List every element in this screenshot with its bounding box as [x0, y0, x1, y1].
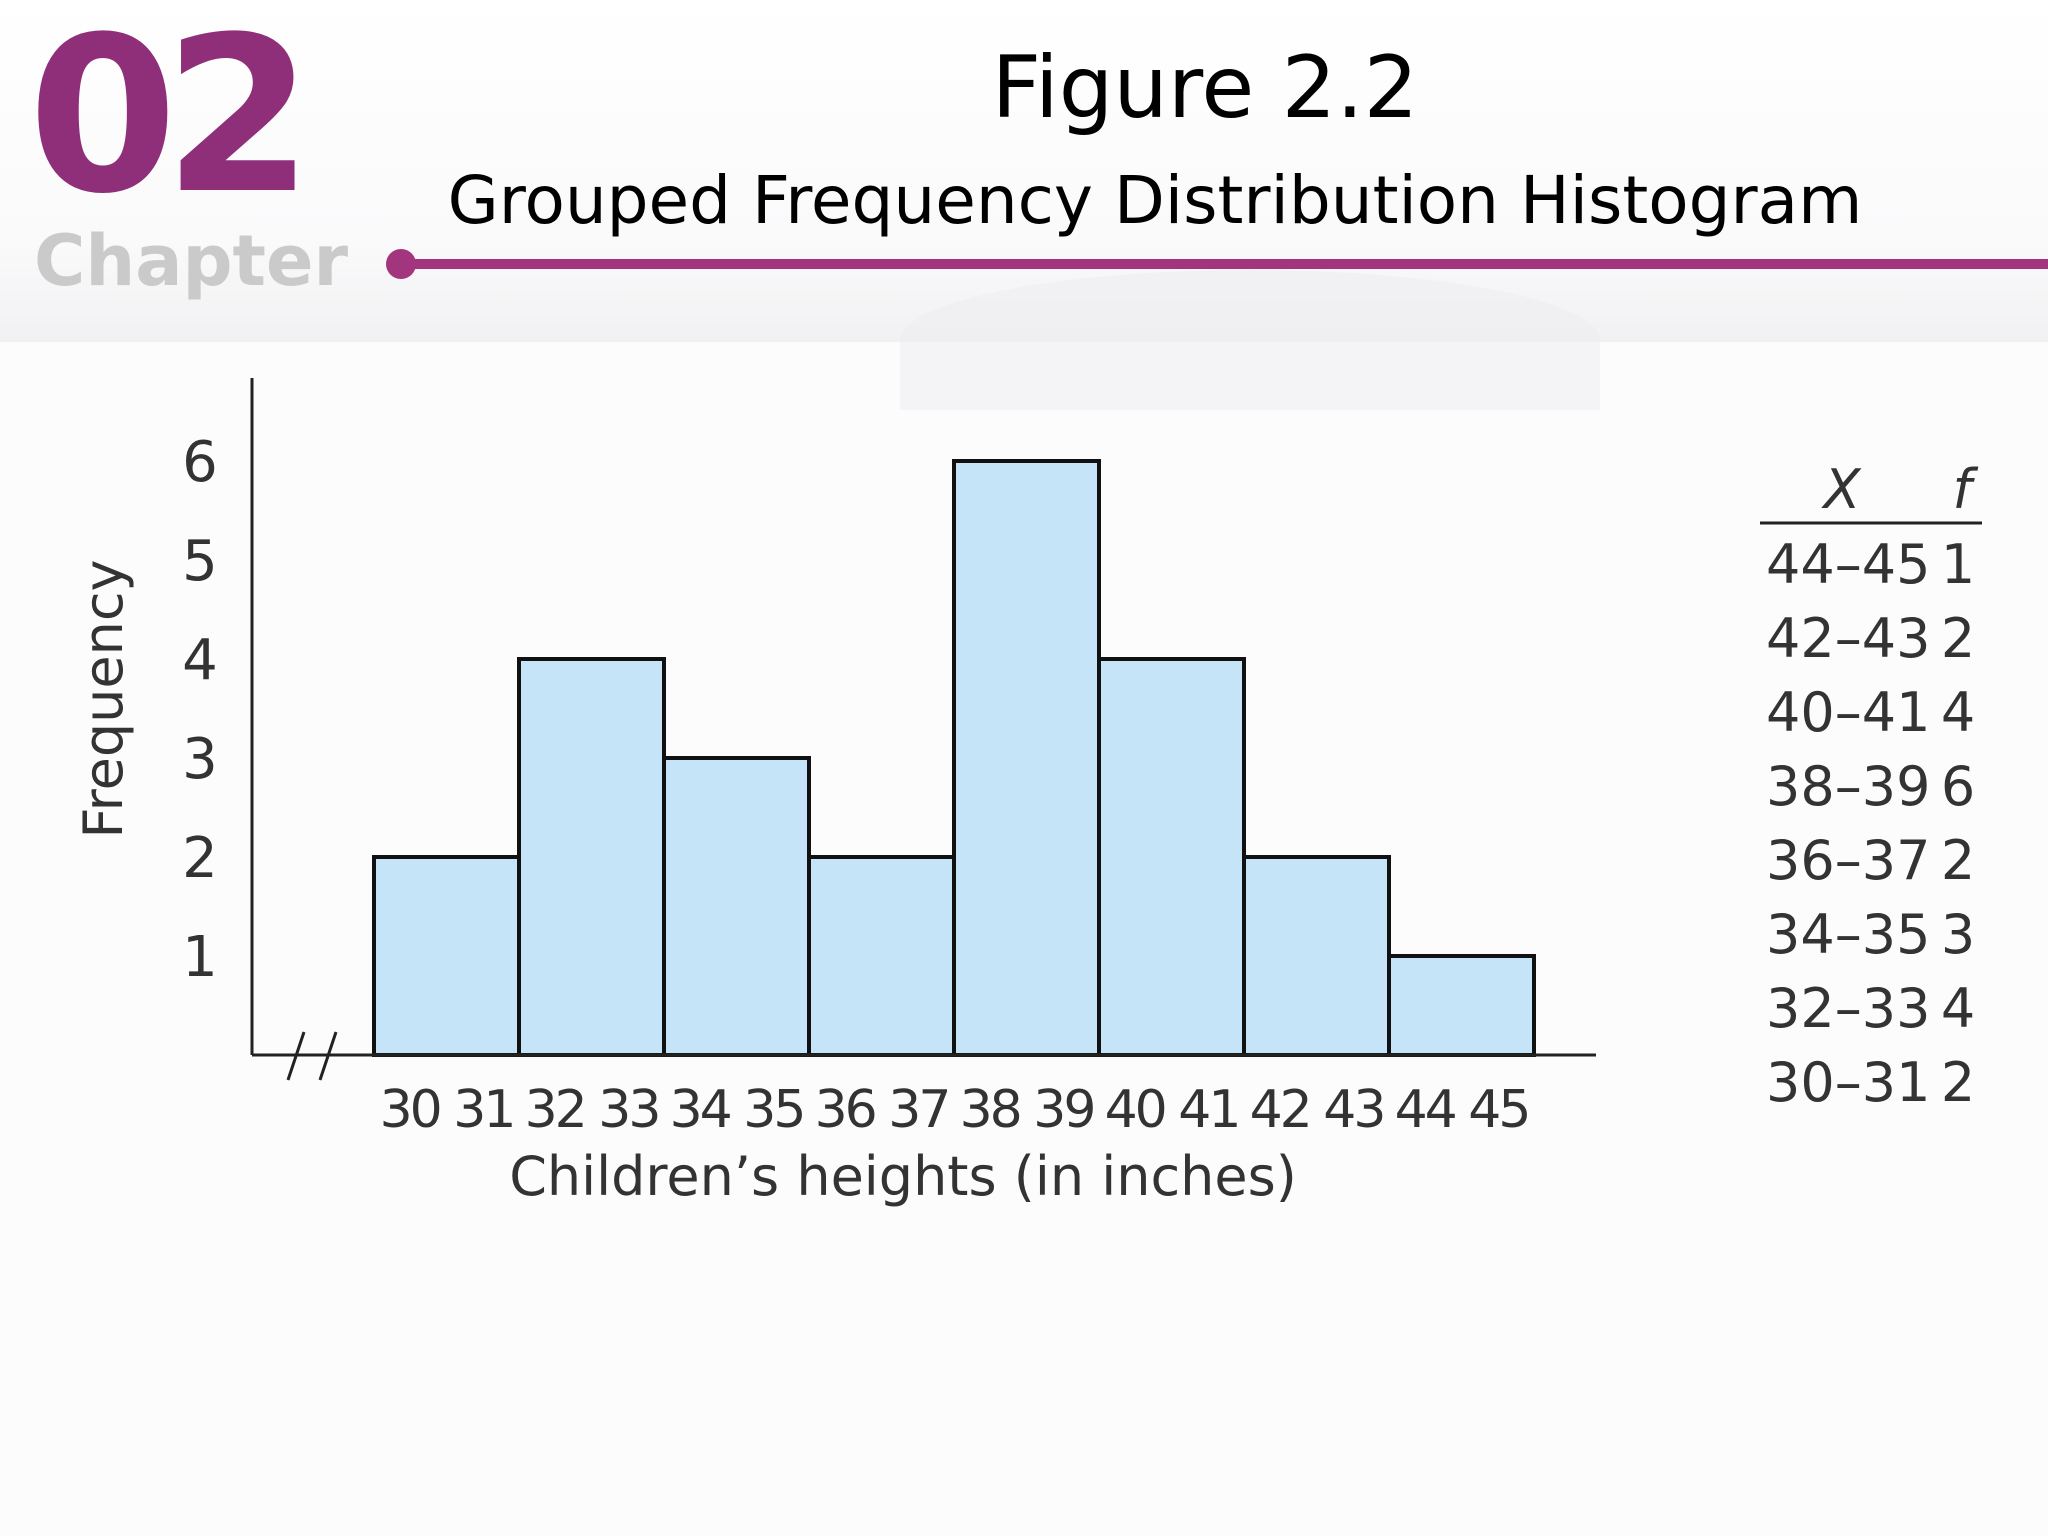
table-cell-x: 36–37 — [1766, 829, 1930, 892]
y-tick-labels: 1 2 3 4 5 6 — [182, 430, 218, 990]
header-rule — [406, 259, 2048, 269]
y-tick-label: 4 — [182, 628, 218, 693]
axes-layer — [250, 378, 1596, 1081]
table-header-f: f — [1952, 458, 1978, 521]
histogram-bar — [1097, 657, 1246, 1057]
axis-break-mark — [318, 1031, 338, 1081]
x-category-label: 38 39 — [960, 1080, 1094, 1140]
y-tick-label: 5 — [182, 529, 218, 594]
histogram-bar — [517, 657, 666, 1057]
table-rows: 44–45 142–43 240–41 438–39 636–37 234–35 332–3… — [1766, 533, 1975, 1114]
table-cell-f: 1 — [1941, 533, 1975, 596]
table-cell-x: 44–45 — [1766, 533, 1930, 596]
y-tick-label: 6 — [182, 430, 218, 495]
table-cell-x: 32–33 — [1766, 977, 1930, 1040]
x-category-label: 42 43 — [1250, 1080, 1384, 1140]
x-category-label: 40 41 — [1105, 1080, 1239, 1140]
table-cell-f: 4 — [1941, 681, 1975, 744]
axis-break-mark — [286, 1031, 306, 1081]
figure-title: Figure 2.2 — [991, 38, 1419, 138]
y-tick-label: 2 — [182, 826, 218, 891]
x-category-label: 30 31 — [380, 1080, 514, 1140]
x-category-label: 34 35 — [670, 1080, 804, 1140]
slide-header — [0, 0, 2048, 410]
histogram-bar — [1242, 855, 1391, 1057]
x-category-label: 36 37 — [815, 1080, 949, 1140]
table-cell-x: 30–31 — [1766, 1051, 1930, 1114]
x-category-labels: 30 31 32 33 34 35 36 37 38 39 40 41 42 43 44 45 — [380, 1080, 1532, 1140]
x-category-label: 32 33 — [525, 1080, 659, 1140]
table-cell-f: 2 — [1941, 1051, 1975, 1114]
y-tick-label: 3 — [182, 727, 218, 792]
table-cell-f: 4 — [1941, 977, 1975, 1040]
chapter-number: 02 — [28, 0, 313, 241]
table-cell-x: 38–39 — [1766, 755, 1930, 818]
table-cell-f: 3 — [1941, 903, 1975, 966]
bars-layer — [372, 459, 1536, 1057]
histogram-bar — [1387, 954, 1536, 1057]
figure-subtitle: Grouped Frequency Distribution Histogram — [447, 162, 1863, 239]
chapter-label: Chapter — [34, 220, 349, 302]
x-category-label: 44 45 — [1395, 1080, 1529, 1140]
table-cell-f: 2 — [1941, 607, 1975, 670]
table-cell-f: 2 — [1941, 829, 1975, 892]
header-swoosh — [900, 270, 1600, 410]
table-cell-x: 42–43 — [1766, 607, 1930, 670]
y-axis-title: Frequency — [72, 560, 135, 839]
table-cell-x: 34–35 — [1766, 903, 1930, 966]
x-axis-title: Children’s heights (in inches) — [509, 1145, 1297, 1208]
histogram-bar — [952, 459, 1101, 1057]
table-cell-f: 6 — [1941, 755, 1975, 818]
y-tick-label: 1 — [182, 925, 218, 990]
table-cell-x: 40–41 — [1766, 681, 1930, 744]
histogram-chart: 1 2 3 4 5 6 30 31 32 33 34 35 36 37 38 39 40 41 42 … — [72, 378, 1596, 1208]
table-header-x: X — [1821, 458, 1862, 521]
